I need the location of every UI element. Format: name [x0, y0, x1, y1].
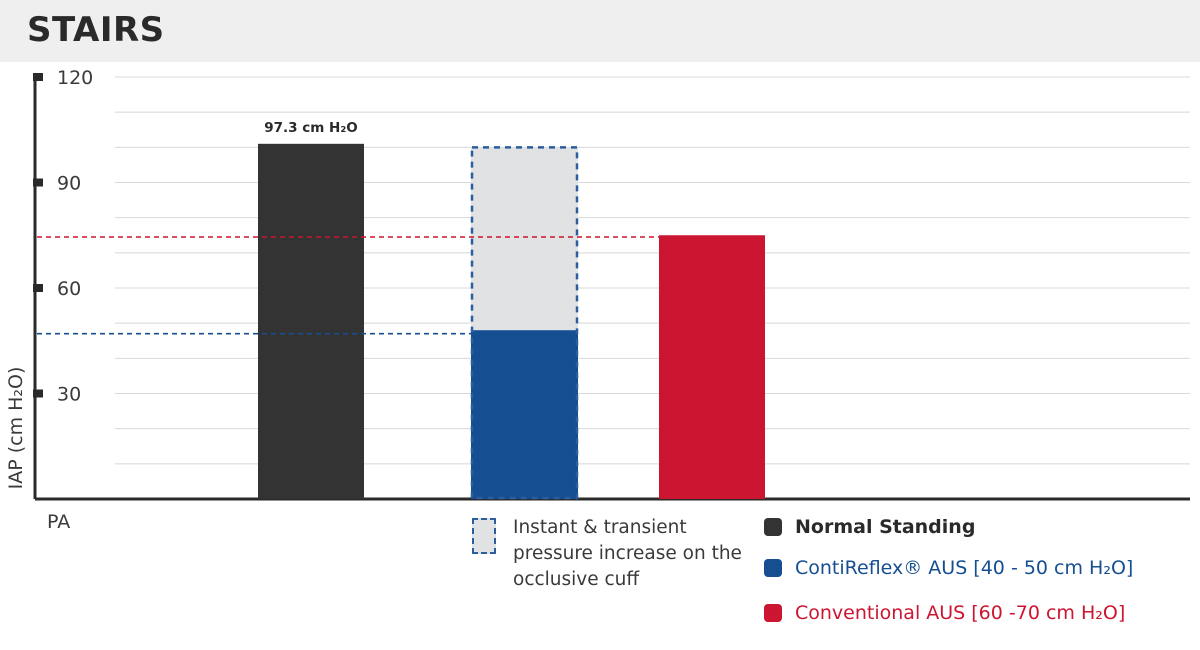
cuff-legend-text: Instant & transient pressure increase on… — [513, 517, 742, 590]
legend-conventional-swatch — [764, 604, 782, 622]
legend-normal-swatch — [764, 518, 782, 536]
legend-contireflex: ContiReflex® AUS [40 - 50 cm H₂O] — [764, 557, 1133, 579]
legend-conventional-text: Conventional AUS [60 -70 cm H₂O] — [795, 602, 1126, 624]
y-axis-title: IAP (cm H₂O) — [5, 367, 27, 490]
bar-normal — [258, 143, 364, 500]
y-tick-mark — [33, 73, 43, 81]
bar-contireflex — [471, 330, 578, 499]
transient-pressure-bar — [471, 147, 578, 331]
cuff-legend-swatch — [472, 518, 496, 554]
legend-contireflex-text: ContiReflex® AUS [40 - 50 cm H₂O] — [795, 557, 1134, 579]
y-tick-mark — [33, 178, 43, 187]
title-bar: STAIRS — [0, 0, 1200, 62]
y-tick-label: 90 — [57, 173, 81, 195]
y-tick-label: 30 — [57, 384, 81, 406]
bar-conventional — [659, 235, 765, 499]
x-axis-label: PA — [47, 511, 70, 533]
y-tick-mark — [33, 389, 43, 398]
legend-conventional: Conventional AUS [60 -70 cm H₂O] — [764, 602, 1125, 624]
legend-normal-text: Normal Standing — [795, 516, 976, 538]
legend-contireflex-swatch — [764, 559, 782, 577]
y-tick-label: 120 — [57, 67, 93, 89]
transient-pressure-outline — [470, 146, 579, 500]
chart-title: STAIRS — [27, 10, 165, 50]
y-tick-mark — [33, 284, 43, 292]
bar-data-label: 97.3 cm H₂O — [264, 120, 357, 136]
legend-normal-standing: Normal Standing — [764, 516, 975, 538]
y-tick-label: 60 — [57, 278, 81, 300]
